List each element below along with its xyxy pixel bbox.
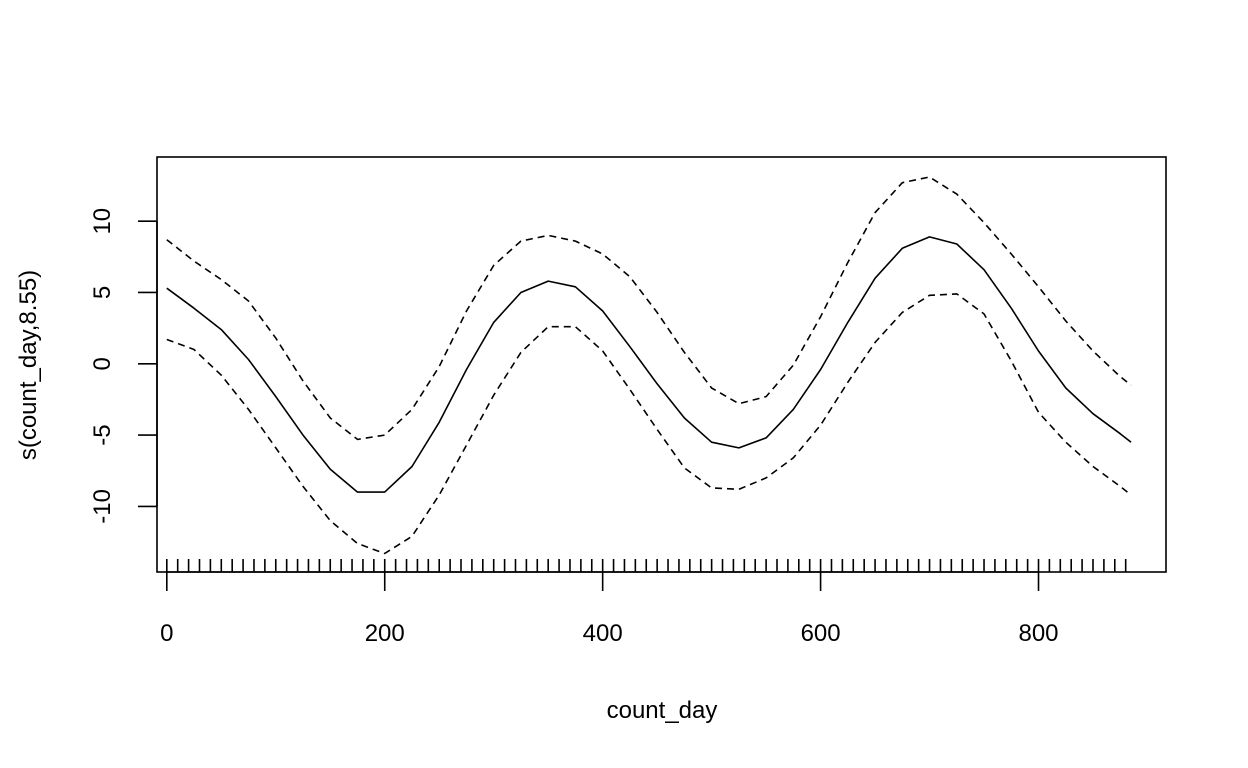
y-axis: -10 -5 0 5 10 [89, 208, 158, 524]
x-tick-label: 0 [160, 620, 173, 647]
series-group [166, 176, 1132, 555]
y-tick-label: -10 [89, 489, 116, 524]
y-tick-label: 10 [89, 208, 116, 235]
lower-confidence-band-line [166, 293, 1132, 555]
y-tick-label: -5 [89, 424, 116, 445]
plot-frame [156, 156, 1167, 573]
x-axis: 0 200 400 600 800 [160, 571, 1059, 647]
y-tick-label: 5 [89, 286, 116, 299]
rug [166, 559, 1127, 572]
x-axis-title: count_day [607, 697, 718, 724]
y-tick-label: 0 [89, 357, 116, 370]
smooth-fit-line [166, 236, 1132, 493]
upper-confidence-band-line [166, 176, 1132, 441]
x-tick-label: 200 [365, 620, 405, 647]
x-tick-label: 800 [1018, 620, 1058, 647]
y-axis-title: s(count_day,8.55) [15, 270, 42, 460]
x-tick-label: 600 [801, 620, 841, 647]
x-tick-label: 400 [583, 620, 623, 647]
